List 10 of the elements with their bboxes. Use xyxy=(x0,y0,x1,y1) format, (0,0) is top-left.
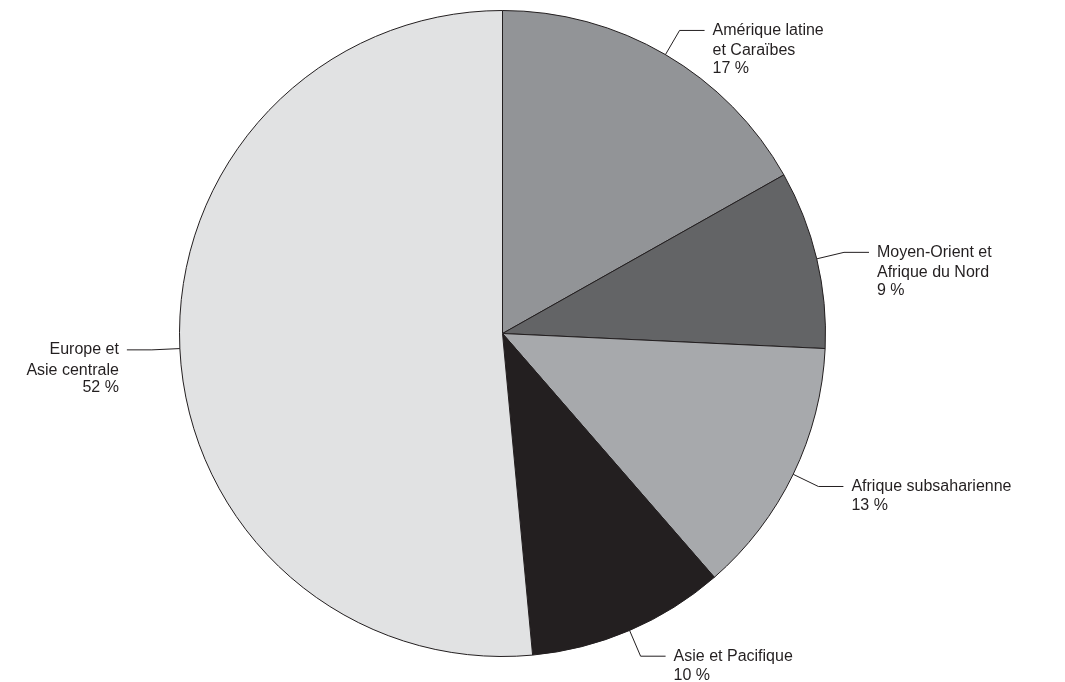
slice-label: Europe et Asie centrale xyxy=(26,340,120,378)
slice-label: Moyen-Orient et Afrique du Nord xyxy=(876,242,993,281)
slice-label: Amérique latine et Caraïbes xyxy=(712,20,824,59)
data-label: 17 % xyxy=(712,58,750,76)
data-label: 10 % xyxy=(673,665,711,682)
data-label: 9 % xyxy=(876,280,905,298)
slice-label: Afrique subsaharienne xyxy=(851,477,1012,494)
slice-label: Asie et Pacifique xyxy=(673,646,793,664)
data-label: 13 % xyxy=(851,496,888,513)
data-label: 52 % xyxy=(82,378,119,396)
